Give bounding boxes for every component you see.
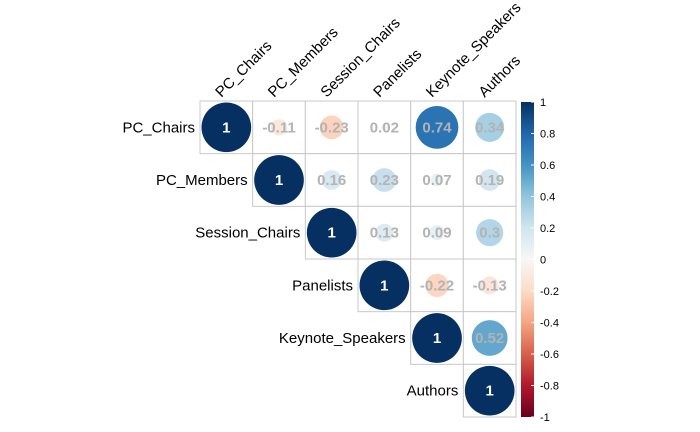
circle-keynote-speakers-keynote-speakers (412, 313, 462, 363)
value-keynote-speakers-authors: 0.52 (475, 330, 504, 347)
column-label-panelists: Panelists (370, 46, 425, 101)
column-label-authors: Authors (475, 52, 524, 101)
value-pc-chairs-session-chairs: -0.23 (315, 119, 349, 136)
row-label-keynote-speakers: Keynote_Speakers (279, 330, 406, 347)
row-label-authors: Authors (407, 383, 459, 400)
circle-pc-members-pc-members (254, 155, 304, 205)
value-pc-chairs-keynote-speakers: 0.74 (422, 119, 452, 136)
circle-panelists-keynote-speakers (425, 273, 449, 297)
color-bar-tick-label-0: 1 (540, 97, 546, 109)
color-bar (521, 102, 534, 417)
value-pc-chairs-pc-members: -0.11 (262, 119, 295, 136)
color-bar-tick-label-6: -0.2 (540, 286, 559, 298)
cell-pc-members-session-chairs (304, 153, 359, 207)
color-bar-tick-label-7: -0.4 (540, 318, 559, 330)
value-pc-members-session-chairs: 0.16 (317, 172, 346, 189)
correlation-values: 1 -0.11 -0.23 0.02 0.74 0.34 1 0.16 0.23 0.07 0.19… (222, 119, 507, 399)
circle-pc-chairs-session-chairs (319, 115, 344, 140)
circle-session-chairs-authors (476, 219, 504, 247)
value-panelists-authors: -0.13 (473, 277, 507, 294)
circle-pc-members-session-chairs (321, 170, 342, 190)
circle-pc-chairs-authors (475, 112, 505, 142)
value-panelists-panelists: 1 (380, 277, 388, 294)
circle-session-chairs-panelists (375, 223, 394, 242)
value-authors-authors: 1 (486, 383, 494, 400)
row-label-session-chairs: Session_Chairs (195, 225, 300, 242)
circle-pc-members-panelists (372, 168, 397, 192)
color-bar-tick-label-5: 0 (540, 255, 546, 267)
circle-pc-chairs-keynote-speakers (415, 105, 459, 149)
circle-pc-chairs-pc-chairs (201, 102, 252, 153)
color-bar-tick-label-2: 0.6 (540, 160, 555, 172)
circle-keynote-speakers-authors (471, 320, 508, 356)
correlation-circles (201, 102, 515, 416)
color-bar-ticks: 1 0.8 0.6 0.4 0.2 0 -0.2 -0.4 -0.6 -0.8 -1 (531, 97, 559, 424)
value-session-chairs-panelists: 0.13 (370, 225, 399, 242)
value-keynote-speakers-keynote-speakers: 1 (433, 330, 441, 347)
color-bar-tick-label-4: 0.2 (540, 223, 555, 235)
circle-pc-members-keynote-speakers (430, 173, 444, 187)
circle-pc-chairs-panelists (380, 123, 388, 131)
circle-authors-authors (464, 365, 515, 416)
row-label-pc-chairs: PC_Chairs (122, 119, 195, 136)
value-pc-members-keynote-speakers: 0.07 (422, 172, 451, 189)
cell-session-chairs-keynote-speakers (410, 205, 464, 260)
value-pc-members-authors: 0.19 (475, 172, 504, 189)
row-label-panelists: Panelists (292, 277, 353, 294)
circle-pc-chairs-pc-members (270, 119, 288, 136)
value-panelists-keynote-speakers: -0.22 (420, 277, 454, 294)
value-pc-chairs-panelists: 0.02 (370, 119, 399, 136)
column-label-keynote-speakers: Keynote_Speakers (423, 0, 525, 101)
circle-session-chairs-keynote-speakers (429, 225, 445, 241)
color-bar-tick-label-1: 0.8 (540, 129, 555, 141)
row-label-pc-members: PC_Members (156, 172, 248, 189)
circle-panelists-authors (480, 276, 499, 295)
circle-pc-members-authors (478, 169, 501, 191)
correlation-grid (199, 100, 517, 418)
value-session-chairs-session-chairs: 1 (328, 225, 336, 242)
circle-session-chairs-session-chairs (306, 207, 357, 258)
color-bar-tick-label-9: -0.8 (540, 381, 559, 393)
column-labels: PC_ChairsPC_MembersSession_ChairsPanelis… (212, 0, 524, 101)
row-labels: PC_Chairs PC_Members Session_Chairs Panelis… (122, 119, 458, 399)
circle-panelists-panelists (359, 260, 410, 311)
color-bar-tick-label-3: 0.4 (540, 192, 555, 204)
color-legend: 1 0.8 0.6 0.4 0.2 0 -0.2 -0.4 -0.6 -0.8 -1 (521, 97, 559, 424)
color-bar-tick-label-10: -1 (540, 412, 550, 424)
value-session-chairs-authors: 0.3 (479, 225, 500, 242)
value-session-chairs-keynote-speakers: 0.09 (422, 225, 451, 242)
value-pc-chairs-authors: 0.34 (475, 119, 505, 136)
value-pc-members-panelists: 0.23 (370, 172, 399, 189)
value-pc-members-pc-members: 1 (275, 172, 283, 189)
value-pc-chairs-pc-chairs: 1 (222, 119, 230, 136)
color-bar-tick-label-8: -0.6 (540, 349, 559, 361)
